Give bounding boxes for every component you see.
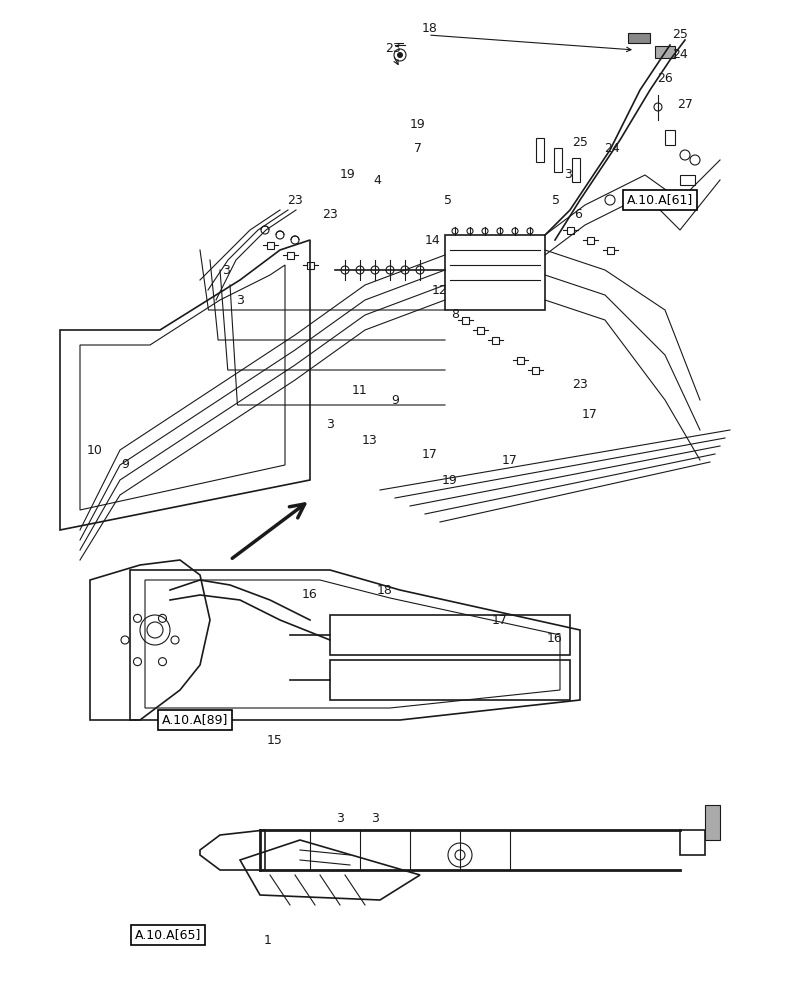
Bar xyxy=(705,805,720,840)
Text: 7: 7 xyxy=(414,141,422,154)
Text: 3: 3 xyxy=(326,418,334,432)
Bar xyxy=(491,336,499,344)
Text: 11: 11 xyxy=(352,383,368,396)
Text: 3: 3 xyxy=(564,168,572,182)
Bar xyxy=(477,326,483,334)
Text: 24: 24 xyxy=(672,48,688,62)
Bar xyxy=(680,830,705,855)
Bar xyxy=(572,158,580,182)
Text: 9: 9 xyxy=(391,393,399,406)
Bar xyxy=(461,316,469,324)
Text: 19: 19 xyxy=(442,474,458,487)
Text: 10: 10 xyxy=(87,444,103,456)
Text: A.10.A[61]: A.10.A[61] xyxy=(627,194,693,207)
Text: 3: 3 xyxy=(336,812,344,824)
Text: 14: 14 xyxy=(425,233,441,246)
Text: A.10.A[65]: A.10.A[65] xyxy=(135,928,201,942)
Text: 23: 23 xyxy=(572,378,588,391)
Text: 17: 17 xyxy=(582,408,598,422)
Text: 25: 25 xyxy=(672,28,688,41)
Text: 1: 1 xyxy=(264,934,272,946)
Bar xyxy=(566,227,574,233)
Text: 4: 4 xyxy=(373,174,381,186)
Bar xyxy=(267,241,273,248)
Bar xyxy=(287,251,293,258)
Text: 27: 27 xyxy=(677,99,693,111)
Text: 12: 12 xyxy=(432,284,448,296)
Text: 23: 23 xyxy=(385,41,401,54)
Bar xyxy=(516,357,524,363)
Bar xyxy=(330,660,570,700)
Bar xyxy=(587,236,594,243)
Bar xyxy=(532,366,538,373)
Bar xyxy=(655,46,675,58)
Text: 18: 18 xyxy=(422,21,438,34)
Text: 5: 5 xyxy=(552,194,560,207)
Bar xyxy=(665,130,675,145)
Text: 17: 17 xyxy=(422,448,438,462)
Bar xyxy=(554,148,562,172)
Text: 26: 26 xyxy=(657,72,673,85)
Text: 15: 15 xyxy=(267,734,283,746)
Text: 17: 17 xyxy=(492,613,508,626)
Text: 23: 23 xyxy=(287,194,303,207)
Text: 16: 16 xyxy=(302,588,318,601)
Bar xyxy=(330,615,570,655)
Text: 3: 3 xyxy=(222,263,230,276)
Text: 25: 25 xyxy=(572,135,588,148)
Text: 23: 23 xyxy=(322,209,338,222)
Text: A.10.A[89]: A.10.A[89] xyxy=(162,714,228,726)
Bar xyxy=(536,138,544,162)
Bar xyxy=(628,33,650,43)
Bar xyxy=(306,261,314,268)
Text: 19: 19 xyxy=(340,168,356,182)
Text: 24: 24 xyxy=(604,141,620,154)
Text: 18: 18 xyxy=(377,584,393,596)
Text: 3: 3 xyxy=(236,294,244,306)
Text: 6: 6 xyxy=(574,209,582,222)
Text: 16: 16 xyxy=(547,632,563,645)
Text: 5: 5 xyxy=(444,194,452,207)
Text: 8: 8 xyxy=(451,308,459,322)
Text: 9: 9 xyxy=(121,458,129,472)
Text: 13: 13 xyxy=(362,434,378,446)
Bar xyxy=(607,246,613,253)
Text: 3: 3 xyxy=(371,812,379,824)
Bar xyxy=(680,175,695,185)
Circle shape xyxy=(397,52,403,58)
Text: 17: 17 xyxy=(502,454,518,466)
Text: 19: 19 xyxy=(410,118,426,131)
